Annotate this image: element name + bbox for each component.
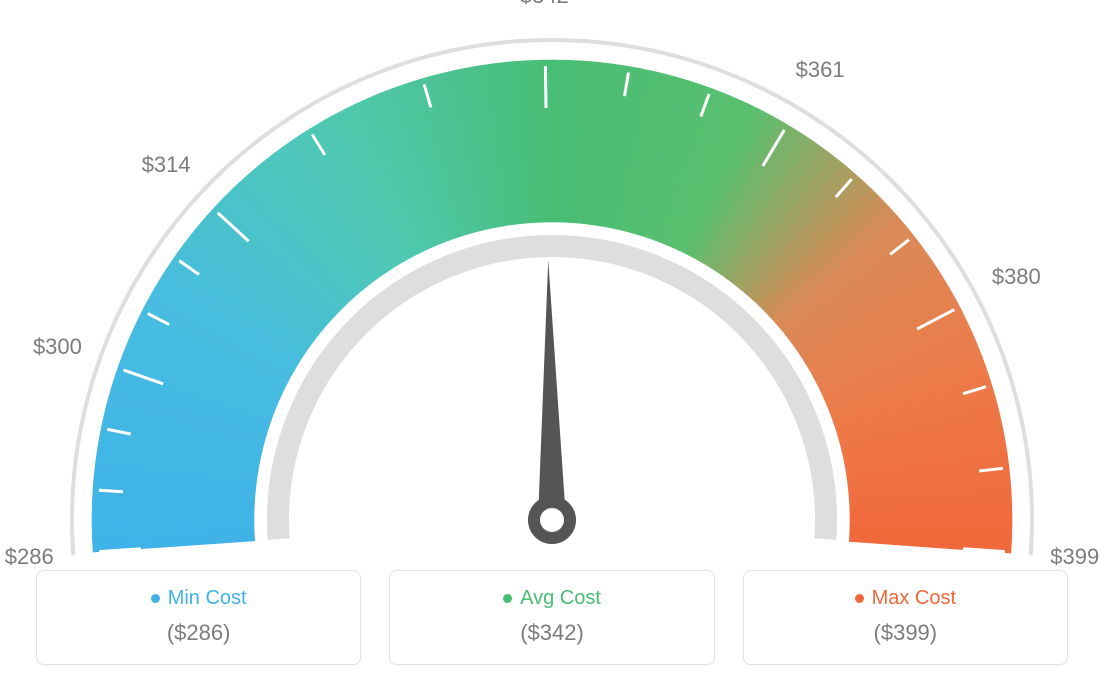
- legend-title-max: Max Cost: [855, 587, 956, 610]
- legend-title-min: Min Cost: [151, 587, 247, 610]
- legend-label-max: Max Cost: [872, 587, 956, 610]
- legend-card-max: Max Cost ($399): [743, 570, 1068, 665]
- legend-value-min: ($286): [47, 620, 350, 646]
- gauge-tick-label: $342: [520, 0, 569, 9]
- gauge-tick-label: $399: [1050, 544, 1099, 570]
- legend-card-min: Min Cost ($286): [36, 570, 361, 665]
- gauge-tick-label: $314: [142, 152, 191, 178]
- legend-label-min: Min Cost: [168, 587, 247, 610]
- legend-label-avg: Avg Cost: [520, 587, 601, 610]
- legend-value-max: ($399): [754, 620, 1057, 646]
- legend-dot-max: [855, 594, 864, 603]
- legend-dot-min: [151, 594, 160, 603]
- legend-value-avg: ($342): [400, 620, 703, 646]
- gauge-tick-label: $300: [33, 334, 82, 360]
- gauge-chart: $286$300$314$342$361$380$399: [0, 0, 1104, 560]
- legend-card-avg: Avg Cost ($342): [389, 570, 714, 665]
- gauge-tick-label: $361: [796, 57, 845, 83]
- gauge-svg: [0, 0, 1104, 560]
- gauge-tick-label: $380: [992, 264, 1041, 290]
- legend-row: Min Cost ($286) Avg Cost ($342) Max Cost…: [0, 570, 1104, 665]
- legend-title-avg: Avg Cost: [503, 587, 601, 610]
- legend-dot-avg: [503, 594, 512, 603]
- gauge-tick-label: $286: [5, 544, 54, 570]
